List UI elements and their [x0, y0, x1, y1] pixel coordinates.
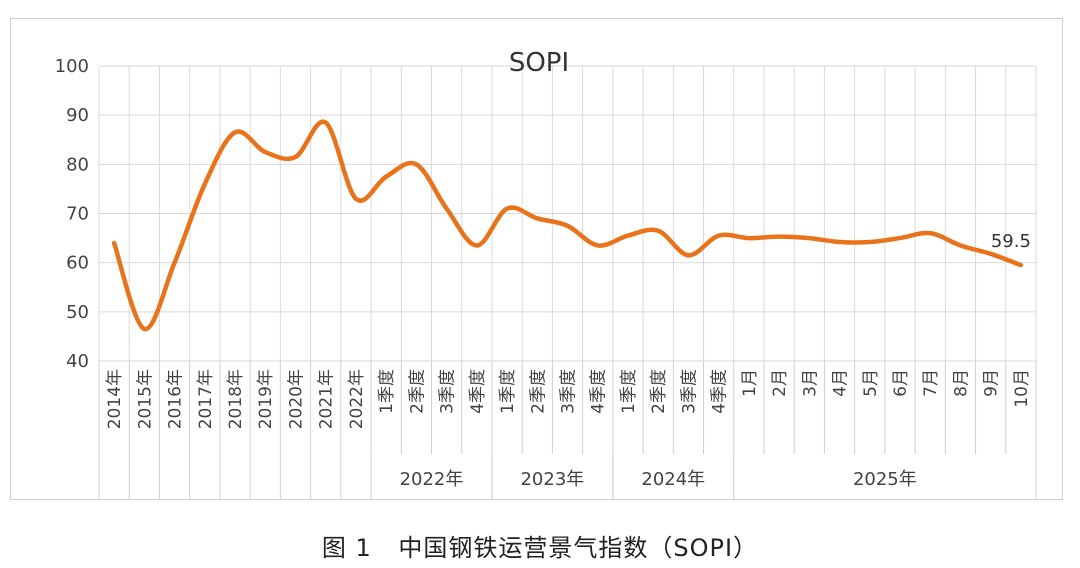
y-tick-label: 70 — [66, 204, 89, 225]
x-tick-label: 2月 — [770, 369, 790, 397]
x-group-label: 2023年 — [520, 469, 584, 490]
x-tick-label: 2015年 — [135, 369, 155, 429]
y-tick-label: 90 — [66, 105, 89, 126]
x-tick-label: 4季度 — [468, 369, 488, 414]
x-tick-label: 2季度 — [528, 369, 548, 414]
chart-frame: 40 50 60 70 80 90 100 2022年 2023年 2024年 2025年 2014年… — [10, 18, 1063, 500]
x-tick-label: 10月 — [1012, 369, 1032, 408]
x-tick-label: 2022年 — [347, 369, 367, 429]
x-tick-label: 2季度 — [649, 369, 669, 414]
x-tick-label: 1季度 — [619, 369, 639, 414]
x-tick-label: 7月 — [921, 369, 941, 397]
x-tick-label: 1月 — [740, 369, 760, 397]
x-tick-label: 2016年 — [166, 369, 186, 429]
x-tick-label: 1季度 — [498, 369, 518, 414]
x-tick-label: 4月 — [831, 369, 851, 397]
x-tick-label: 4季度 — [589, 369, 609, 414]
chart-title: SOPI — [509, 48, 569, 78]
x-tick-label: 9月 — [982, 369, 1002, 397]
y-tick-label: 50 — [66, 302, 89, 323]
x-tick-label: 8月 — [951, 369, 971, 397]
x-tick-label: 4季度 — [710, 369, 730, 414]
x-tick-label: 6月 — [891, 369, 911, 397]
y-tick-label: 60 — [66, 253, 89, 274]
figure-caption: 图 1 中国钢铁运营景气指数（SOPI） — [0, 528, 1080, 563]
x-tick-label: 2018年 — [226, 369, 246, 429]
x-tick-label: 2014年 — [105, 369, 125, 429]
x-tick-label: 3季度 — [559, 369, 579, 414]
x-tick-label: 5月 — [861, 369, 881, 397]
x-tick-label: 2021年 — [317, 369, 337, 429]
x-group-label: 2022年 — [400, 469, 464, 490]
sopi-line-chart: 40 50 60 70 80 90 100 2022年 2023年 2024年 2025年 2014年… — [55, 48, 1037, 499]
x-tick-label: 1季度 — [377, 369, 397, 414]
x-tick-label: 3季度 — [438, 369, 458, 414]
x-tick-label: 2019年 — [256, 369, 276, 429]
y-tick-label: 40 — [66, 351, 89, 372]
x-tick-label: 2017年 — [196, 369, 216, 429]
x-group-label: 2024年 — [641, 469, 705, 490]
y-tick-label: 80 — [66, 154, 89, 175]
x-tick-label: 2季度 — [407, 369, 427, 414]
figure-number: 图 1 — [321, 534, 372, 562]
x-group-label: 2025年 — [853, 469, 917, 490]
y-tick-label: 100 — [55, 56, 89, 77]
sopi-series-line — [111, 119, 1024, 332]
x-tick-label: 2020年 — [286, 369, 306, 429]
x-tick-label: 3月 — [800, 369, 820, 397]
x-tick-label: 3季度 — [679, 369, 699, 414]
data-label: 59.5 — [991, 231, 1031, 252]
figure-caption-text: 中国钢铁运营景气指数（SOPI） — [398, 534, 759, 562]
